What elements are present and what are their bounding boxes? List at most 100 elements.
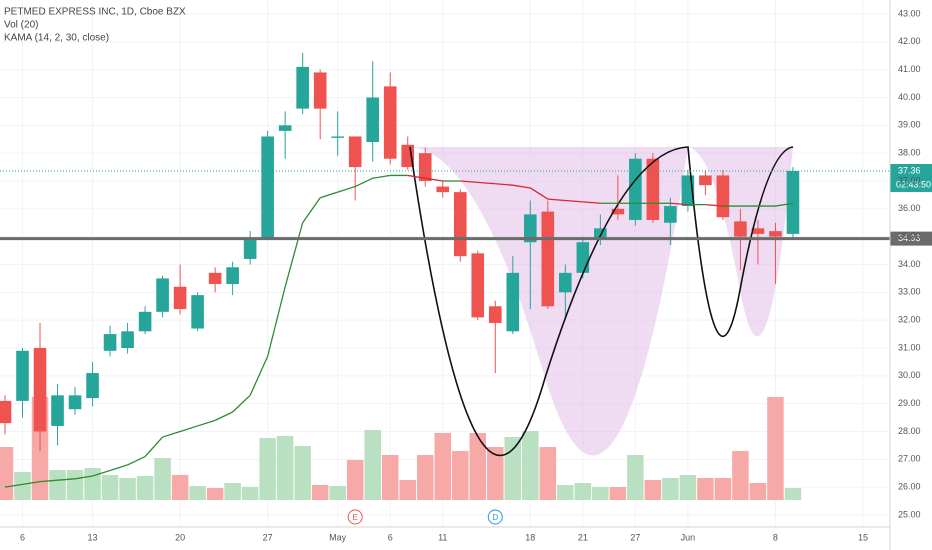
candle-body — [261, 136, 274, 240]
kama-segment — [284, 222, 304, 287]
candle-body — [0, 400, 12, 424]
kama-segment — [267, 286, 286, 357]
y-tick-label: 27.00 — [898, 454, 921, 464]
cup-handle — [409, 146, 794, 457]
volume-bar — [557, 485, 574, 500]
volume-bar — [574, 483, 592, 500]
volume-bar — [487, 447, 504, 500]
volume-bar — [294, 446, 311, 500]
x-tick-label: May — [329, 532, 347, 542]
candle-body — [594, 228, 607, 240]
candle-body — [33, 348, 47, 432]
candle-body — [156, 278, 169, 312]
kama-segment — [477, 181, 496, 185]
volume-bar — [784, 488, 802, 500]
volume-bar — [364, 430, 381, 500]
last-price-label: 37.36 — [898, 165, 921, 175]
candle-body — [296, 66, 309, 109]
volume-bar — [346, 460, 364, 500]
volume-bar — [627, 455, 644, 500]
kama-segment — [582, 201, 601, 204]
volume-bar — [119, 478, 136, 500]
volume-bar — [452, 451, 469, 500]
kama-segment — [319, 191, 338, 199]
volume-bar — [679, 475, 697, 500]
level-tag — [890, 231, 932, 246]
volume-bar — [206, 488, 224, 500]
volume-bar — [189, 486, 206, 500]
y-tick-label: 25.00 — [898, 509, 921, 519]
x-tick-label: 13 — [88, 532, 98, 542]
x-tick-label: 18 — [525, 532, 535, 542]
volume-bar — [522, 431, 539, 500]
y-tick-label: 35.00 — [898, 231, 921, 241]
chart-title: PETMED EXPRESS INC, 1D, Cboe BZX — [4, 7, 186, 18]
kama-segment — [705, 204, 723, 207]
y-tick-label: 32.00 — [898, 315, 921, 325]
volume-bar — [539, 447, 557, 500]
kama-segment — [529, 187, 549, 200]
x-tick-label: 11 — [438, 532, 447, 542]
volume-bar — [66, 470, 84, 500]
candle-body — [523, 214, 537, 243]
x-tick-label: 6 — [20, 532, 25, 542]
volume-bar — [136, 476, 154, 500]
kama-segment — [22, 480, 41, 486]
candle-body — [488, 306, 502, 323]
volume-bar — [749, 483, 767, 500]
event-marker — [487, 509, 503, 525]
candle-body — [68, 395, 82, 410]
kama-segment — [232, 394, 251, 413]
volume-bar — [311, 485, 329, 500]
kama-segment — [425, 177, 443, 182]
volume-bar — [732, 451, 749, 500]
volume-bar — [714, 478, 732, 500]
volume-bar — [259, 438, 276, 500]
candle-body — [278, 125, 292, 131]
candle-body — [383, 86, 397, 159]
kama-segment — [92, 469, 111, 477]
kama-segment — [162, 430, 181, 438]
y-tick-label: 43.00 — [898, 8, 921, 18]
candle-body — [611, 208, 625, 215]
y-tick-label: 41.00 — [898, 64, 921, 74]
event-marker — [347, 509, 363, 525]
x-tick-label: 15 — [858, 532, 868, 542]
pattern-fill — [410, 147, 793, 456]
y-tick-label: 31.00 — [898, 342, 921, 352]
candle-body — [121, 331, 134, 348]
kama-segment — [144, 436, 164, 457]
x-tick-label: 20 — [175, 532, 185, 542]
volume-bar — [592, 487, 609, 500]
candle-body — [226, 267, 239, 284]
volume-bar — [101, 475, 119, 500]
y-tick-label: 28.00 — [898, 426, 921, 436]
x-tick-label: 6 — [388, 532, 393, 542]
candle-body — [453, 192, 467, 257]
candle-body — [734, 221, 747, 237]
kama-segment — [547, 198, 566, 202]
candle-body — [313, 72, 327, 109]
candle-body — [16, 350, 29, 401]
kama-segment — [407, 174, 426, 179]
y-tick-label: 42.00 — [898, 36, 921, 46]
y-tick-label: 39.00 — [898, 120, 921, 130]
y-tick-label: 34.00 — [898, 259, 921, 269]
x-tick-label: Jun — [681, 532, 696, 542]
y-tick-label: 40.00 — [898, 92, 921, 102]
volume-bar — [399, 480, 416, 500]
kama-segment — [565, 199, 583, 203]
volume-bar — [609, 487, 627, 500]
volume-bar — [469, 433, 487, 500]
kama-segment — [39, 479, 58, 483]
candle-body — [366, 97, 380, 143]
kama-segment — [512, 184, 531, 189]
kama-segment — [197, 419, 216, 427]
x-tick-label: 8 — [773, 532, 778, 542]
volume-bar — [276, 436, 294, 500]
x-tick-label: 21 — [578, 532, 588, 542]
y-tick-label: 36.00 — [898, 203, 921, 213]
kama-segment — [249, 356, 269, 396]
indicator-label: KAMA (14, 2, 30, close) — [4, 33, 109, 44]
kama-segment — [354, 177, 373, 188]
